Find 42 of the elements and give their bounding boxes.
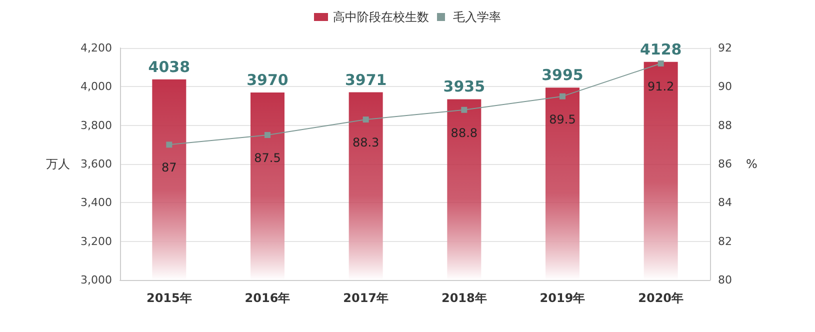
data-label: 3995: [542, 66, 584, 84]
x-tick-label: 2020年: [638, 291, 684, 305]
x-tick-label: 2016年: [244, 291, 290, 305]
point: [264, 132, 270, 138]
y-tick-label: 3,600: [80, 158, 112, 170]
x-tick-label: 2018年: [441, 291, 487, 305]
y-tick-label: 3,200: [80, 234, 112, 248]
point: [658, 60, 664, 66]
data-label: 88.3: [352, 136, 380, 150]
data-label: 3935: [443, 78, 486, 96]
y-tick-label: 3,800: [80, 118, 112, 132]
data-label: 88.8: [450, 126, 478, 140]
data-label: 3971: [344, 70, 387, 89]
data-label: 87: [162, 160, 177, 175]
x-tick-label: 2017年: [343, 291, 389, 305]
data-label: 4128: [640, 40, 682, 58]
point: [461, 106, 468, 113]
y2-tick-label: 82: [718, 234, 732, 248]
y2-tick-label: 90: [718, 80, 732, 94]
y2-tick-label: 92: [718, 42, 732, 54]
y2-tick-label: 86: [718, 158, 732, 170]
data-label: 87.5: [254, 151, 281, 165]
point: [166, 142, 172, 148]
y2-axis-title: %: [746, 157, 758, 171]
y2-tick-label: 84: [718, 196, 732, 210]
y-tick-label: 4,000: [80, 80, 112, 94]
y2-tick-label: 80: [718, 274, 732, 286]
point: [560, 93, 566, 100]
legend-label: 毛入学率: [453, 10, 501, 24]
x-tick-label: 2015年: [146, 291, 192, 305]
y-axis-title: 万人: [46, 157, 70, 171]
y-tick-label: 3,000: [80, 274, 112, 286]
y-tick-label: 3,400: [80, 196, 112, 210]
y2-tick-label: 88: [718, 118, 732, 132]
data-label: 3970: [246, 70, 288, 89]
legend-label: 高中阶段在校生数: [333, 10, 429, 24]
data-label: 91.2: [647, 79, 674, 94]
point: [362, 116, 369, 123]
x-tick-label: 2019年: [540, 291, 586, 305]
data-label: 4038: [148, 58, 190, 76]
data-label: 89.5: [549, 112, 576, 126]
y-tick-label: 4,200: [80, 42, 112, 54]
